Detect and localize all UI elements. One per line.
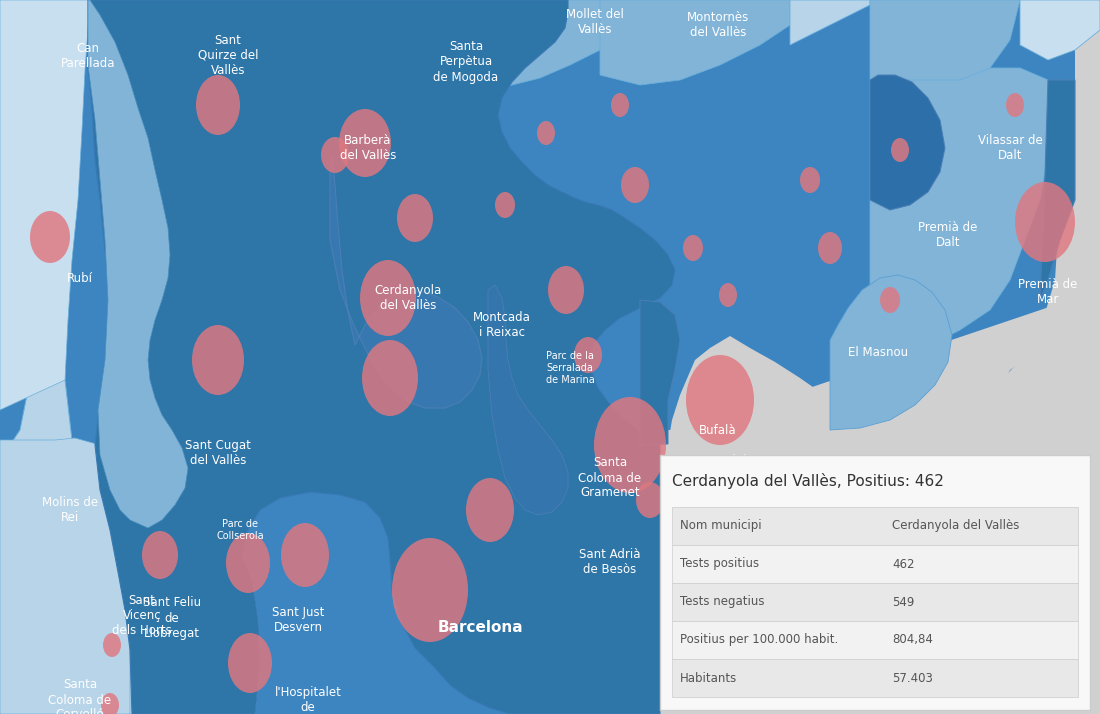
Ellipse shape bbox=[103, 633, 121, 657]
Ellipse shape bbox=[636, 482, 664, 518]
FancyBboxPatch shape bbox=[672, 507, 1078, 545]
Text: Rubí: Rubí bbox=[67, 271, 94, 284]
Text: Vilassar de
Dalt: Vilassar de Dalt bbox=[978, 134, 1043, 162]
Ellipse shape bbox=[800, 167, 820, 193]
Ellipse shape bbox=[362, 340, 418, 416]
FancyBboxPatch shape bbox=[672, 621, 1078, 659]
Ellipse shape bbox=[228, 633, 272, 693]
Text: 462: 462 bbox=[892, 558, 915, 570]
Text: Santa
Coloma de
Cervelló: Santa Coloma de Cervelló bbox=[48, 678, 111, 714]
Text: Barberà
del Vallès: Barberà del Vallès bbox=[340, 134, 396, 162]
Ellipse shape bbox=[466, 478, 514, 542]
Text: Parc de
Collserola: Parc de Collserola bbox=[217, 519, 264, 540]
Text: Sant
Quirze del
Vallès: Sant Quirze del Vallès bbox=[198, 34, 258, 76]
Text: Can
Parellada: Can Parellada bbox=[60, 42, 116, 70]
Polygon shape bbox=[640, 300, 680, 445]
Polygon shape bbox=[1020, 0, 1100, 60]
Polygon shape bbox=[390, 0, 660, 95]
Ellipse shape bbox=[686, 355, 754, 445]
Text: 804,84: 804,84 bbox=[892, 633, 933, 646]
Polygon shape bbox=[130, 530, 260, 714]
Polygon shape bbox=[0, 438, 138, 714]
Polygon shape bbox=[660, 430, 1100, 714]
Polygon shape bbox=[0, 0, 90, 410]
Text: Nom municipi: Nom municipi bbox=[680, 520, 761, 533]
Text: Habitants: Habitants bbox=[680, 671, 737, 685]
Ellipse shape bbox=[196, 75, 240, 135]
Text: Montornès
del Vallès: Montornès del Vallès bbox=[686, 11, 749, 39]
FancyBboxPatch shape bbox=[672, 659, 1078, 697]
Ellipse shape bbox=[891, 138, 909, 162]
Polygon shape bbox=[330, 155, 482, 408]
Polygon shape bbox=[654, 300, 1070, 714]
Text: Sant Adrià
de Besòs: Sant Adrià de Besòs bbox=[580, 548, 640, 576]
Polygon shape bbox=[88, 0, 675, 714]
Text: Premià de
Mar: Premià de Mar bbox=[1019, 278, 1078, 306]
Polygon shape bbox=[0, 0, 88, 714]
Polygon shape bbox=[488, 285, 568, 515]
Text: Badalona: Badalona bbox=[714, 453, 770, 466]
Ellipse shape bbox=[280, 523, 329, 587]
Text: 57.403: 57.403 bbox=[892, 671, 933, 685]
Ellipse shape bbox=[339, 109, 390, 177]
Text: Cerdanyola del Vallès: Cerdanyola del Vallès bbox=[892, 520, 1020, 533]
Text: Montcada
i Reixac: Montcada i Reixac bbox=[473, 311, 531, 339]
Polygon shape bbox=[870, 0, 1020, 100]
Ellipse shape bbox=[360, 260, 416, 336]
Text: Tests negatius: Tests negatius bbox=[680, 595, 764, 608]
Text: Molins de
Rei: Molins de Rei bbox=[42, 496, 98, 524]
Text: Positius per 100.000 habit.: Positius per 100.000 habit. bbox=[680, 633, 838, 646]
Ellipse shape bbox=[30, 211, 70, 263]
Ellipse shape bbox=[719, 283, 737, 307]
Polygon shape bbox=[220, 0, 390, 95]
Text: l'Hospitalet
de: l'Hospitalet de bbox=[275, 686, 341, 714]
Text: Sant
Vicenç
dels Horts: Sant Vicenç dels Horts bbox=[112, 593, 172, 636]
FancyBboxPatch shape bbox=[660, 455, 1090, 710]
Text: Cerdanyola
del Vallès: Cerdanyola del Vallès bbox=[374, 284, 441, 312]
Polygon shape bbox=[870, 68, 1048, 350]
Ellipse shape bbox=[880, 287, 900, 313]
Ellipse shape bbox=[226, 533, 270, 593]
Polygon shape bbox=[1040, 80, 1075, 300]
Ellipse shape bbox=[683, 235, 703, 261]
FancyBboxPatch shape bbox=[672, 583, 1078, 621]
Polygon shape bbox=[790, 0, 870, 45]
Text: El Masnou: El Masnou bbox=[848, 346, 909, 358]
Polygon shape bbox=[600, 0, 800, 85]
Text: 549: 549 bbox=[892, 595, 914, 608]
Text: Sant Cugat
del Vallès: Sant Cugat del Vallès bbox=[185, 439, 251, 467]
Ellipse shape bbox=[392, 538, 468, 642]
Text: Parc de la
Serralada
de Marina: Parc de la Serralada de Marina bbox=[546, 351, 594, 385]
Text: Bufalà: Bufalà bbox=[700, 423, 737, 436]
Ellipse shape bbox=[495, 192, 515, 218]
Ellipse shape bbox=[1015, 182, 1075, 262]
Ellipse shape bbox=[142, 531, 178, 579]
Text: Mollet del
Vallès: Mollet del Vallès bbox=[566, 8, 624, 36]
Ellipse shape bbox=[548, 266, 584, 314]
Ellipse shape bbox=[610, 93, 629, 117]
Ellipse shape bbox=[101, 693, 119, 714]
Ellipse shape bbox=[192, 325, 244, 395]
Ellipse shape bbox=[537, 121, 556, 145]
FancyBboxPatch shape bbox=[672, 545, 1078, 583]
Ellipse shape bbox=[397, 194, 433, 242]
Text: Santa
Perpètua
de Mogoda: Santa Perpètua de Mogoda bbox=[433, 41, 498, 84]
Polygon shape bbox=[830, 275, 952, 430]
Text: Premià de
Dalt: Premià de Dalt bbox=[918, 221, 978, 249]
Polygon shape bbox=[668, 0, 1100, 714]
Ellipse shape bbox=[574, 337, 602, 373]
Text: Cerdanyola del Vallès, Positius: 462: Cerdanyola del Vallès, Positius: 462 bbox=[672, 473, 944, 489]
Text: Barcelona: Barcelona bbox=[437, 620, 522, 635]
Ellipse shape bbox=[621, 167, 649, 203]
Ellipse shape bbox=[594, 397, 666, 493]
Polygon shape bbox=[870, 75, 945, 210]
Text: Santa
Coloma de
Gramenet: Santa Coloma de Gramenet bbox=[579, 456, 641, 500]
Polygon shape bbox=[88, 0, 188, 528]
Text: Sant Just
Desvern: Sant Just Desvern bbox=[272, 606, 324, 634]
Ellipse shape bbox=[321, 137, 349, 173]
Ellipse shape bbox=[1006, 93, 1024, 117]
Text: Tests positius: Tests positius bbox=[680, 558, 759, 570]
Text: Sant Feliu
de
Llobregat: Sant Feliu de Llobregat bbox=[143, 596, 201, 640]
Ellipse shape bbox=[818, 232, 842, 264]
